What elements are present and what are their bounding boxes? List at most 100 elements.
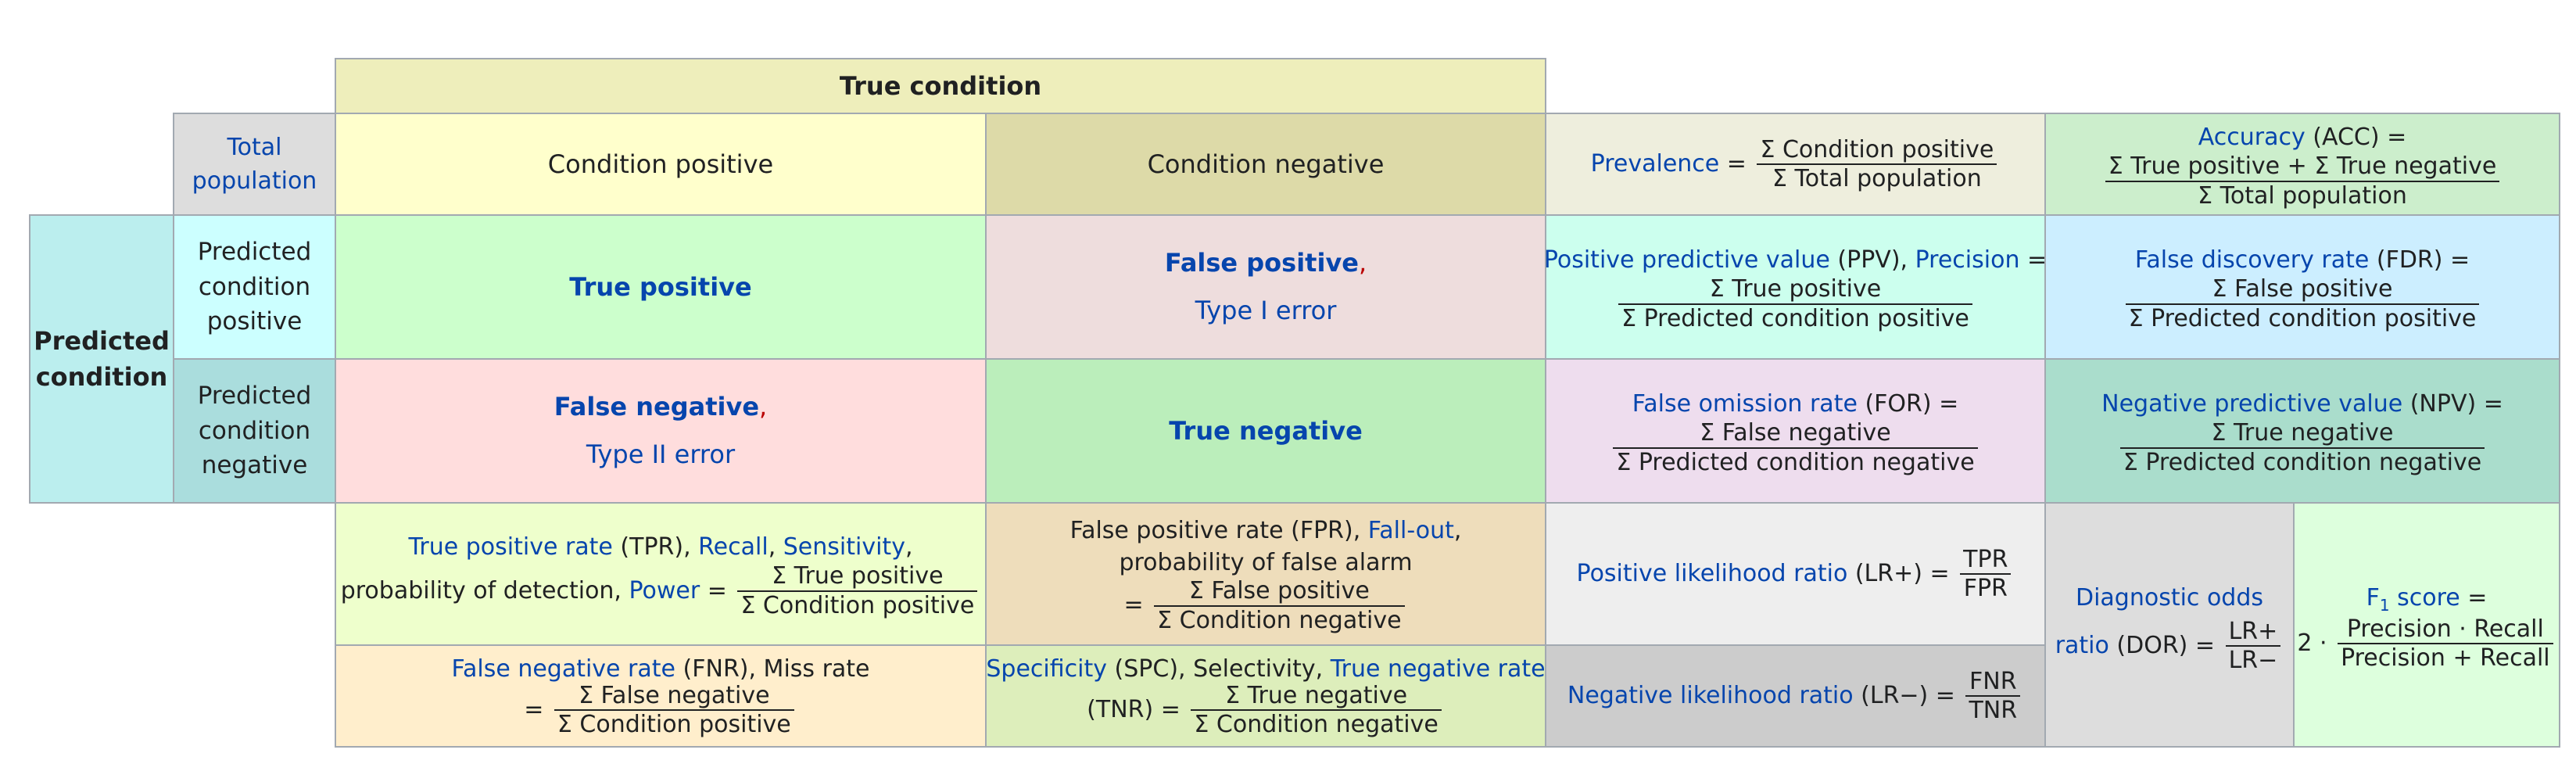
prevalence-denominator: Σ Total population [1772,165,1982,192]
specificity-line2: (TNR) = [1087,696,1188,723]
for-abbr: (FOR) = [1857,389,1959,418]
accuracy-label[interactable]: Accuracy [2198,123,2306,151]
specificity-denominator: Σ Condition negative [1194,711,1438,738]
f1-eq: = [2460,583,2488,612]
lr-minus-cell: Negative likelihood ratio (LR−) = FNR TN… [1545,644,2046,748]
fpr-numerator: Σ False positive [1154,579,1405,607]
predicted-positive-line1: Predicted [197,237,312,266]
for-numerator: Σ False negative [1613,421,1978,449]
f1-fraction: Precision · Recall Precision + Recall [2338,616,2553,672]
tpr-line2: probability of detection, [340,577,629,604]
fpr-fraction: Σ False positive Σ Condition negative [1154,579,1405,634]
fpr-eq: = [1123,591,1152,619]
dor-cell: Diagnostic odds ratio (DOR) = LR+ LR− [2044,502,2295,748]
true-condition-label: True condition [839,70,1042,101]
npv-fraction: Σ True negative Σ Predicted condition ne… [2119,421,2485,476]
fdr-fraction: Σ False positive Σ Predicted condition p… [2125,277,2480,331]
power-label[interactable]: Power [629,577,700,604]
tpr-cell: True positive rate (TPR), Recall , Sensi… [335,502,987,646]
precision-label[interactable]: Precision [1915,246,2020,274]
lr-minus-numerator: FNR [1965,669,2021,697]
total-population-line2[interactable]: population [192,167,317,195]
prevalence-label[interactable]: Prevalence [1590,150,1720,178]
predicted-condition-header: Predicted condition [29,214,174,504]
lr-minus-fraction: FNR TNR [1965,669,2021,723]
f1-score-cell: F1 score = 2 · Precision · Recall Precis… [2293,502,2560,748]
true-positive-label[interactable]: True positive [569,271,752,302]
specificity-cell: Specificity (SPC), Selectivity, True neg… [985,644,1546,748]
predicted-condition-line2: condition [35,362,168,392]
accuracy-cell: Accuracy (ACC) = Σ True positive + Σ Tru… [2044,113,2560,216]
dor-label-line1[interactable]: Diagnostic odds [2075,583,2264,612]
lr-plus-abbr: (LR+) = [1847,560,1958,588]
false-positive-label[interactable]: False positive [1164,248,1359,278]
fpr-line2: probability of false alarm [1119,548,1413,576]
fnr-abbr: (FNR), Miss rate [675,655,870,683]
specificity-label[interactable]: Specificity [986,655,1108,683]
lr-plus-label[interactable]: Positive likelihood ratio [1576,560,1848,588]
fdr-numerator: Σ False positive [2125,277,2480,305]
dor-label-line2[interactable]: ratio [2055,632,2109,659]
prevalence-eq: = [1719,150,1754,178]
lr-minus-abbr: (LR−) = [1853,682,1963,710]
lr-minus-label[interactable]: Negative likelihood ratio [1567,682,1854,710]
condition-positive-label: Condition positive [547,149,774,179]
true-condition-header: True condition [335,58,1546,114]
tpr-label[interactable]: True positive rate [408,533,613,561]
f1-label-letter: F [2366,583,2380,612]
fnr-label[interactable]: False negative rate [451,655,675,683]
predicted-negative-line2: condition [198,416,311,445]
dor-denominator: LR− [2228,647,2278,674]
condition-positive-header: Condition positive [335,113,987,216]
npv-denominator: Σ Predicted condition negative [2123,448,2482,476]
type-one-error-label[interactable]: Type I error [1195,296,1337,325]
fallout-label[interactable]: Fall-out [1367,517,1454,544]
for-label[interactable]: False omission rate [1632,389,1858,418]
f1-denominator: Precision + Recall [2341,644,2550,672]
fdr-abbr: (FDR) = [2369,246,2470,274]
for-cell: False omission rate (FOR) = Σ False nega… [1545,358,2046,504]
ppv-label[interactable]: Positive predictive value [1543,246,1830,274]
fnr-denominator: Σ Condition positive [557,711,791,738]
f1-label-subscript: 1 [2379,595,2390,615]
prevalence-cell: Prevalence = Σ Condition positive Σ Tota… [1545,113,2046,216]
npv-label[interactable]: Negative predictive value [2101,389,2403,418]
fpr-cell: False positive rate (FPR), Fall-out , pr… [985,502,1546,646]
fpr-label[interactable]: False positive rate [1069,517,1284,544]
npv-cell: Negative predictive value (NPV) = Σ True… [2044,358,2560,504]
fnr-eq: = [524,696,551,723]
sensitivity-label[interactable]: Sensitivity [783,533,905,561]
type-two-error-label[interactable]: Type II error [586,439,736,469]
true-negative-cell: True negative [985,358,1546,504]
tpr-eq: = [700,577,735,604]
f1-label-rest: score [2389,583,2460,612]
prevalence-fraction: Σ Condition positive Σ Total population [1757,137,1997,192]
tpr-sep: , [768,533,783,561]
tpr-fraction: Σ True positive Σ Condition positive [737,564,978,619]
predicted-positive-line2: condition [198,272,311,301]
fpr-abbr: (FPR), [1283,517,1368,544]
total-population-line1[interactable]: Total [227,133,282,161]
prevalence-numerator: Σ Condition positive [1757,137,1997,165]
fdr-label[interactable]: False discovery rate [2134,246,2370,274]
true-negative-label[interactable]: True negative [1169,415,1363,446]
fnr-fraction: Σ False negative Σ Condition positive [554,683,794,737]
f1-label[interactable]: F1 score [2366,579,2460,617]
accuracy-abbr: (ACC) = [2305,123,2407,151]
for-denominator: Σ Predicted condition negative [1616,448,1975,476]
predicted-negative-header: Predicted condition negative [173,358,336,504]
tnr-label[interactable]: True negative rate [1330,655,1546,683]
specificity-abbr: (SPC), Selectivity, [1107,655,1331,683]
predicted-positive-line3: positive [206,307,303,336]
lr-plus-cell: Positive likelihood ratio (LR+) = TPR FP… [1545,502,2046,646]
false-negative-label[interactable]: False negative [554,392,760,422]
ppv-denominator: Σ Predicted condition positive [1621,304,1969,332]
ppv-fraction: Σ True positive Σ Predicted condition po… [1618,277,1972,331]
fpr-denominator: Σ Condition negative [1157,606,1402,634]
recall-label[interactable]: Recall [698,533,769,561]
tpr-denominator: Σ Condition positive [740,591,975,619]
accuracy-fraction: Σ True positive + Σ True negative Σ Tota… [2105,154,2500,208]
f1-factor: 2 · [2297,629,2335,657]
lr-plus-fraction: TPR FPR [1960,547,2012,601]
predicted-negative-line3: negative [201,451,308,480]
